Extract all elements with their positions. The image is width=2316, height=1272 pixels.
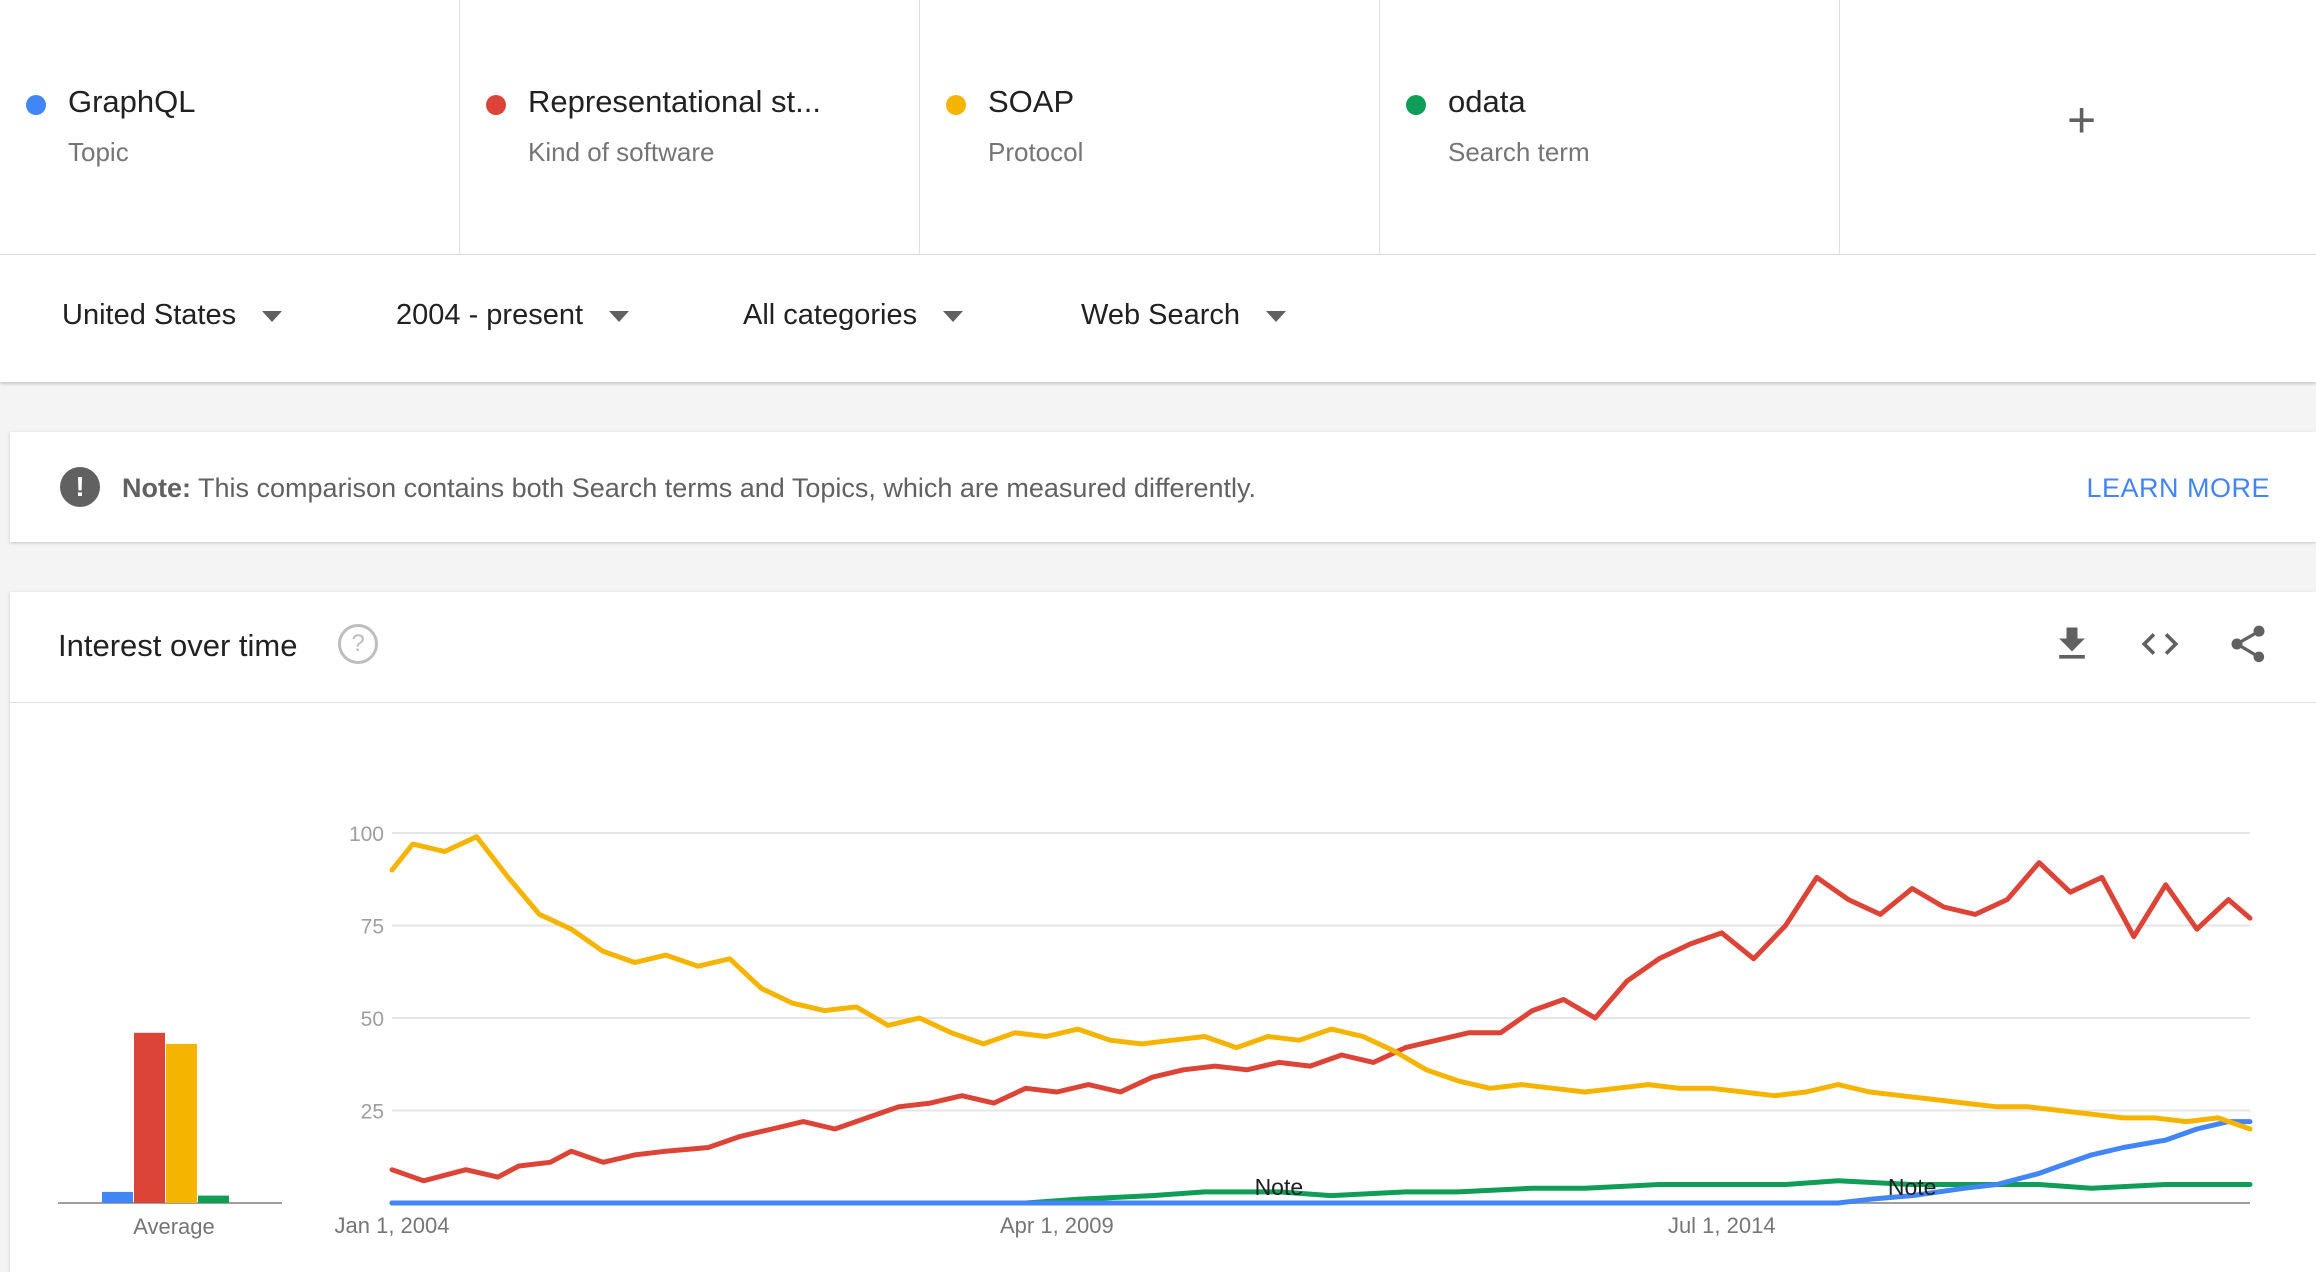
y-tick-label: 75 bbox=[361, 916, 384, 939]
filters-bar: United States 2004 - present All categor… bbox=[0, 255, 2316, 382]
y-tick-label: 50 bbox=[361, 1008, 384, 1031]
region-dropdown[interactable]: United States bbox=[62, 299, 283, 332]
series-color-dot bbox=[26, 95, 46, 115]
x-tick-label: Jul 1, 2014 bbox=[1668, 1213, 1776, 1238]
average-bar bbox=[198, 1195, 229, 1203]
category-dropdown[interactable]: All categories bbox=[743, 299, 964, 332]
note-text: Note: This comparison contains both Sear… bbox=[122, 473, 1256, 504]
term-kind: Topic bbox=[68, 137, 129, 167]
caret-down-icon bbox=[943, 310, 964, 322]
time-range-dropdown[interactable]: 2004 - present bbox=[396, 299, 630, 332]
share-icon[interactable] bbox=[2226, 622, 2270, 666]
comparison-terms-bar: GraphQL Topic Representational st... Kin… bbox=[0, 0, 2316, 255]
embed-code-icon[interactable] bbox=[2138, 622, 2182, 666]
caret-down-icon bbox=[262, 310, 283, 322]
download-icon[interactable] bbox=[2050, 622, 2094, 666]
x-tick-label: Apr 1, 2009 bbox=[1000, 1213, 1114, 1238]
term-name: SOAP bbox=[988, 84, 1075, 119]
card-divider bbox=[10, 702, 2316, 703]
learn-more-link[interactable]: LEARN MORE bbox=[2086, 473, 2270, 503]
term-card-graphql[interactable]: GraphQL Topic bbox=[0, 0, 460, 254]
search-type-value: Web Search bbox=[1081, 299, 1241, 331]
term-kind: Search term bbox=[1448, 137, 1590, 167]
help-icon[interactable]: ? bbox=[338, 624, 378, 664]
series-line bbox=[389, 860, 2253, 1184]
average-bar bbox=[134, 1032, 165, 1203]
time-range-value: 2004 - present bbox=[396, 299, 584, 331]
term-card-rest[interactable]: Representational st... Kind of software bbox=[460, 0, 920, 254]
term-name: GraphQL bbox=[68, 84, 196, 119]
series-line bbox=[389, 1119, 2253, 1206]
term-name: Representational st... bbox=[528, 84, 821, 119]
average-bar bbox=[102, 1191, 133, 1203]
term-card-soap[interactable]: SOAP Protocol bbox=[920, 0, 1380, 254]
caret-down-icon bbox=[1266, 310, 1287, 322]
plus-icon: + bbox=[2067, 92, 2097, 148]
search-type-dropdown[interactable]: Web Search bbox=[1081, 299, 1287, 332]
note-message: This comparison contains both Search ter… bbox=[198, 473, 1257, 503]
term-card-odata[interactable]: odata Search term bbox=[1380, 0, 1840, 254]
y-tick-label: 100 bbox=[349, 823, 384, 846]
average-label: Average bbox=[133, 1214, 215, 1239]
series-color-dot bbox=[946, 95, 966, 115]
caret-down-icon bbox=[609, 310, 630, 322]
series-line bbox=[389, 834, 2253, 1132]
region-value: United States bbox=[62, 299, 237, 331]
average-bar bbox=[166, 1043, 197, 1203]
add-comparison-button[interactable]: + bbox=[1852, 0, 2316, 254]
note-annotation: Note bbox=[1888, 1174, 1937, 1200]
y-tick-label: 25 bbox=[361, 1101, 384, 1124]
series-color-dot bbox=[1406, 95, 1426, 115]
exclamation-icon: ! bbox=[60, 467, 100, 507]
card-title: Interest over time bbox=[58, 628, 298, 663]
interest-over-time-card: Interest over time ? 100 75 50 25 Jan 1, 200… bbox=[10, 592, 2316, 1272]
category-value: All categories bbox=[743, 299, 918, 331]
series-color-dot bbox=[486, 95, 506, 115]
term-name: odata bbox=[1448, 84, 1526, 119]
comparison-note-card: ! Note: This comparison contains both Se… bbox=[10, 432, 2316, 542]
note-annotation: Note bbox=[1255, 1174, 1304, 1200]
note-label: Note: bbox=[122, 473, 191, 503]
term-kind: Kind of software bbox=[528, 137, 715, 167]
interest-over-time-chart: 100 75 50 25 Jan 1, 2004 Apr 1, 2009 Jul 1, 20… bbox=[58, 823, 2253, 1239]
x-tick-label: Jan 1, 2004 bbox=[335, 1213, 450, 1238]
series-line bbox=[389, 1178, 2253, 1206]
term-kind: Protocol bbox=[988, 137, 1084, 167]
